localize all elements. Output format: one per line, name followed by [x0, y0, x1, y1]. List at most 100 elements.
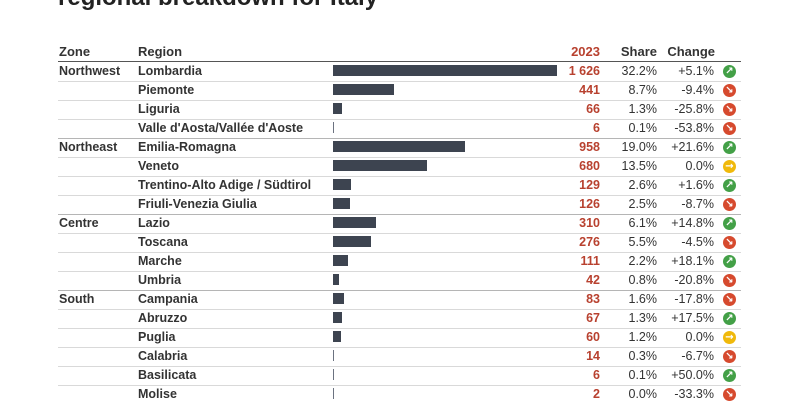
row-divider: [58, 195, 741, 196]
zone-group-divider: [58, 214, 741, 215]
region-cell: Lazio: [138, 216, 170, 230]
value-bar: [333, 103, 343, 114]
change-cell: +5.1%: [678, 64, 714, 78]
value-bar: [333, 179, 351, 190]
table-row: Marche 111 2.2% +18.1% ↗: [0, 252, 800, 271]
zone-column-header[interactable]: Zone: [59, 44, 91, 59]
value-bar: [333, 141, 465, 152]
change-column-header[interactable]: Change: [667, 44, 715, 59]
value-bar: [333, 84, 394, 95]
region-cell: Umbria: [138, 273, 182, 287]
table-row: Toscana 276 5.5% -4.5% ↘: [0, 233, 800, 252]
row-divider: [58, 233, 741, 234]
change-cell: +50.0%: [671, 368, 714, 382]
value-cell: 129: [579, 178, 600, 192]
trend-up-icon: ↗: [723, 369, 736, 382]
value-bar: [333, 293, 345, 304]
trend-up-icon: ↗: [723, 217, 736, 230]
header-divider: [58, 61, 741, 62]
share-cell: 1.6%: [628, 292, 658, 306]
value-column-header[interactable]: 2023: [571, 44, 600, 59]
share-cell: 2.6%: [628, 178, 658, 192]
share-cell: 6.1%: [628, 216, 658, 230]
region-column-header[interactable]: Region: [138, 44, 183, 59]
trend-flat-icon: →: [723, 160, 736, 173]
value-cell: 60: [586, 330, 600, 344]
value-bar: [333, 65, 557, 76]
value-cell: 42: [586, 273, 600, 287]
zone-group-divider: [58, 138, 741, 139]
table-row: Calabria 14 0.3% -6.7% ↘: [0, 347, 800, 366]
region-cell: Friuli-Venezia Giulia: [138, 197, 257, 211]
region-cell: Campania: [138, 292, 198, 306]
share-cell: 1.2%: [628, 330, 658, 344]
change-cell: +17.5%: [671, 311, 714, 325]
row-divider: [58, 309, 741, 310]
value-cell: 310: [579, 216, 600, 230]
region-cell: Basilicata: [138, 368, 197, 382]
table-row: Molise 2 0.0% -33.3% ↘: [0, 385, 800, 404]
table-row: Northeast Emilia-Romagna 958 19.0% +21.6% ↗: [0, 138, 800, 157]
change-cell: +1.6%: [678, 178, 714, 192]
change-cell: -53.8%: [674, 121, 714, 135]
region-cell: Emilia-Romagna: [138, 140, 236, 154]
table-row: Umbria 42 0.8% -20.8% ↘: [0, 271, 800, 290]
table-row: South Campania 83 1.6% -17.8% ↘: [0, 290, 800, 309]
table-row: Veneto 680 13.5% 0.0% →: [0, 157, 800, 176]
row-divider: [58, 252, 741, 253]
value-bar: [333, 388, 334, 399]
row-divider: [58, 347, 741, 348]
region-cell: Piemonte: [138, 83, 195, 97]
value-cell: 66: [586, 102, 600, 116]
row-divider: [58, 385, 741, 386]
trend-down-icon: ↘: [723, 293, 736, 306]
trend-down-icon: ↘: [723, 350, 736, 363]
table-row: Northwest Lombardia 1 626 32.2% +5.1% ↗: [0, 62, 800, 81]
trend-down-icon: ↘: [723, 274, 736, 287]
table-row: Valle d'Aosta/Vallée d'Aoste 6 0.1% -53.8% ↘: [0, 119, 800, 138]
table-row: Trentino-Alto Adige / Südtirol 129 2.6% +1.…: [0, 176, 800, 195]
change-cell: -6.7%: [681, 349, 714, 363]
share-cell: 5.5%: [628, 235, 658, 249]
share-cell: 32.2%: [621, 64, 657, 78]
page-title: regional breakdown for Italy: [58, 0, 378, 12]
value-bar: [333, 274, 339, 285]
value-bar: [333, 236, 371, 247]
change-cell: +21.6%: [671, 140, 714, 154]
change-cell: -8.7%: [681, 197, 714, 211]
value-cell: 67: [586, 311, 600, 325]
value-cell: 2: [593, 387, 600, 401]
share-cell: 8.7%: [628, 83, 658, 97]
trend-down-icon: ↘: [723, 122, 736, 135]
trend-down-icon: ↘: [723, 388, 736, 401]
value-bar: [333, 198, 351, 209]
change-cell: 0.0%: [685, 159, 715, 173]
share-cell: 0.8%: [628, 273, 658, 287]
region-cell: Molise: [138, 387, 177, 401]
share-column-header[interactable]: Share: [620, 44, 657, 59]
trend-up-icon: ↗: [723, 179, 736, 192]
row-divider: [58, 366, 741, 367]
table-row: Centre Lazio 310 6.1% +14.8% ↗: [0, 214, 800, 233]
value-cell: 14: [586, 349, 600, 363]
region-cell: Veneto: [138, 159, 179, 173]
zone-cell: Northwest: [59, 64, 121, 78]
value-cell: 680: [579, 159, 600, 173]
change-cell: 0.0%: [685, 330, 715, 344]
value-bar: [333, 331, 342, 342]
change-cell: +14.8%: [671, 216, 714, 230]
value-bar: [333, 122, 334, 133]
share-cell: 0.0%: [628, 387, 658, 401]
change-cell: -25.8%: [674, 102, 714, 116]
region-cell: Calabria: [138, 349, 188, 363]
value-cell: 111: [580, 254, 600, 268]
value-cell: 126: [579, 197, 600, 211]
change-cell: -17.8%: [674, 292, 714, 306]
value-cell: 276: [579, 235, 600, 249]
change-cell: -4.5%: [681, 235, 714, 249]
share-cell: 2.5%: [628, 197, 658, 211]
share-cell: 0.3%: [628, 349, 658, 363]
region-cell: Puglia: [138, 330, 176, 344]
value-bar: [333, 217, 376, 228]
trend-down-icon: ↘: [723, 84, 736, 97]
